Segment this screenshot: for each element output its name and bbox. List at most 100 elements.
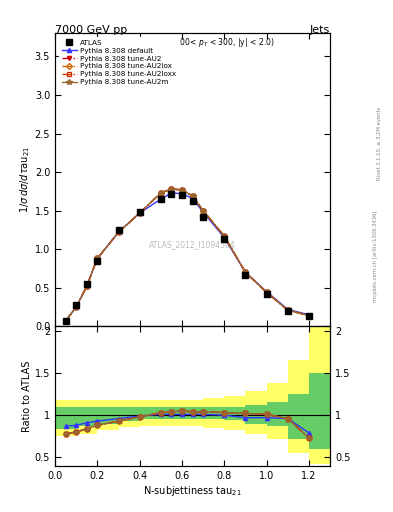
Pythia 8.308 tune-AU2	[137, 210, 142, 216]
Pythia 8.308 tune-AU2loxx	[180, 187, 184, 193]
Pythia 8.308 tune-AU2loxx	[116, 229, 121, 236]
Pythia 8.308 default	[137, 210, 142, 216]
Pythia 8.308 tune-AU2m	[243, 269, 248, 275]
Pythia 8.308 default	[222, 234, 227, 241]
Pythia 8.308 tune-AU2m	[190, 193, 195, 199]
Pythia 8.308 default	[169, 190, 174, 196]
ATLAS	[222, 236, 227, 242]
Pythia 8.308 tune-AU2loxx	[264, 289, 269, 295]
Pythia 8.308 tune-AU2	[307, 312, 311, 318]
ATLAS	[180, 192, 184, 198]
Pythia 8.308 tune-AU2	[264, 289, 269, 295]
Pythia 8.308 tune-AU2lox	[201, 207, 206, 214]
Pythia 8.308 tune-AU2m	[285, 307, 290, 313]
Pythia 8.308 default	[243, 269, 248, 275]
ATLAS	[285, 308, 290, 314]
Pythia 8.308 tune-AU2m	[222, 233, 227, 239]
Pythia 8.308 tune-AU2m	[84, 283, 89, 289]
Line: Pythia 8.308 tune-AU2: Pythia 8.308 tune-AU2	[64, 187, 311, 323]
ATLAS	[84, 281, 89, 287]
ATLAS	[264, 291, 269, 297]
Pythia 8.308 tune-AU2m	[95, 255, 100, 262]
Pythia 8.308 tune-AU2loxx	[201, 207, 206, 214]
Pythia 8.308 tune-AU2loxx	[243, 269, 248, 275]
Pythia 8.308 default	[84, 283, 89, 289]
Pythia 8.308 tune-AU2lox	[222, 233, 227, 239]
Pythia 8.308 tune-AU2m	[158, 190, 163, 196]
Line: ATLAS: ATLAS	[63, 191, 312, 324]
Line: Pythia 8.308 tune-AU2m: Pythia 8.308 tune-AU2m	[63, 186, 312, 324]
Text: Rivet 3.1.10, ≥ 3.2M events: Rivet 3.1.10, ≥ 3.2M events	[377, 106, 382, 180]
Y-axis label: Ratio to ATLAS: Ratio to ATLAS	[22, 360, 32, 432]
Pythia 8.308 tune-AU2lox	[74, 304, 79, 310]
Pythia 8.308 tune-AU2loxx	[285, 307, 290, 313]
Pythia 8.308 default	[190, 195, 195, 201]
Pythia 8.308 tune-AU2m	[264, 289, 269, 295]
Pythia 8.308 default	[201, 209, 206, 215]
Pythia 8.308 tune-AU2	[95, 255, 100, 262]
ATLAS	[95, 258, 100, 264]
Pythia 8.308 tune-AU2	[74, 304, 79, 310]
Pythia 8.308 tune-AU2loxx	[63, 318, 68, 324]
Pythia 8.308 tune-AU2loxx	[137, 210, 142, 216]
Pythia 8.308 default	[95, 255, 100, 262]
Pythia 8.308 tune-AU2	[158, 190, 163, 196]
Pythia 8.308 tune-AU2lox	[243, 269, 248, 275]
Pythia 8.308 tune-AU2	[222, 233, 227, 239]
Pythia 8.308 tune-AU2loxx	[158, 190, 163, 196]
Pythia 8.308 tune-AU2lox	[137, 210, 142, 216]
Pythia 8.308 tune-AU2m	[201, 207, 206, 214]
Pythia 8.308 tune-AU2lox	[190, 193, 195, 199]
Pythia 8.308 tune-AU2	[116, 229, 121, 236]
ATLAS	[63, 318, 68, 324]
Pythia 8.308 tune-AU2lox	[180, 187, 184, 193]
ATLAS	[169, 190, 174, 197]
Pythia 8.308 tune-AU2loxx	[190, 193, 195, 199]
Pythia 8.308 tune-AU2	[201, 207, 206, 214]
Text: mcplots.cern.ch [arXiv:1306.3436]: mcplots.cern.ch [arXiv:1306.3436]	[373, 210, 378, 302]
ATLAS	[201, 214, 206, 220]
Pythia 8.308 tune-AU2	[190, 193, 195, 199]
Pythia 8.308 default	[116, 229, 121, 236]
Pythia 8.308 tune-AU2	[180, 187, 184, 193]
Pythia 8.308 tune-AU2loxx	[169, 186, 174, 192]
Pythia 8.308 default	[285, 306, 290, 312]
ATLAS	[158, 196, 163, 202]
Pythia 8.308 tune-AU2	[63, 318, 68, 324]
Pythia 8.308 tune-AU2	[169, 186, 174, 192]
Line: Pythia 8.308 default: Pythia 8.308 default	[64, 191, 311, 323]
Pythia 8.308 tune-AU2loxx	[95, 255, 100, 262]
Pythia 8.308 tune-AU2lox	[264, 289, 269, 295]
ATLAS	[116, 227, 121, 233]
Pythia 8.308 tune-AU2lox	[63, 318, 68, 324]
Y-axis label: $1/\sigma\,d\sigma/d\tau\mathrm{au}_{21}$: $1/\sigma\,d\sigma/d\tau\mathrm{au}_{21}…	[18, 146, 32, 214]
Pythia 8.308 default	[74, 304, 79, 310]
Pythia 8.308 tune-AU2m	[137, 210, 142, 216]
Pythia 8.308 tune-AU2loxx	[307, 312, 311, 318]
Text: Jets: Jets	[310, 25, 330, 35]
Pythia 8.308 default	[180, 190, 184, 197]
Pythia 8.308 default	[307, 312, 311, 318]
Pythia 8.308 tune-AU2m	[63, 318, 68, 324]
Pythia 8.308 default	[158, 196, 163, 202]
Pythia 8.308 tune-AU2loxx	[222, 233, 227, 239]
Pythia 8.308 tune-AU2lox	[95, 255, 100, 262]
ATLAS	[137, 209, 142, 215]
Pythia 8.308 tune-AU2lox	[84, 283, 89, 289]
ATLAS	[307, 312, 311, 318]
Pythia 8.308 default	[264, 289, 269, 295]
Text: 7000 GeV pp: 7000 GeV pp	[55, 25, 127, 35]
Pythia 8.308 tune-AU2lox	[158, 190, 163, 196]
Pythia 8.308 tune-AU2loxx	[74, 304, 79, 310]
Line: Pythia 8.308 tune-AU2lox: Pythia 8.308 tune-AU2lox	[64, 187, 311, 323]
Pythia 8.308 tune-AU2	[243, 269, 248, 275]
Pythia 8.308 tune-AU2m	[169, 186, 174, 192]
Pythia 8.308 tune-AU2m	[116, 229, 121, 236]
Text: N-subjettiness $\tau_2/\tau_1$(CA(1.2), 200< $p_T$ < 300, |y| < 2.0): N-subjettiness $\tau_2/\tau_1$(CA(1.2), …	[63, 36, 275, 49]
Line: Pythia 8.308 tune-AU2loxx: Pythia 8.308 tune-AU2loxx	[64, 187, 311, 323]
Legend: ATLAS, Pythia 8.308 default, Pythia 8.308 tune-AU2, Pythia 8.308 tune-AU2lox, Py: ATLAS, Pythia 8.308 default, Pythia 8.30…	[59, 37, 179, 88]
Pythia 8.308 tune-AU2lox	[169, 186, 174, 192]
Pythia 8.308 tune-AU2m	[307, 312, 311, 318]
ATLAS	[74, 302, 79, 308]
Pythia 8.308 tune-AU2lox	[307, 312, 311, 318]
